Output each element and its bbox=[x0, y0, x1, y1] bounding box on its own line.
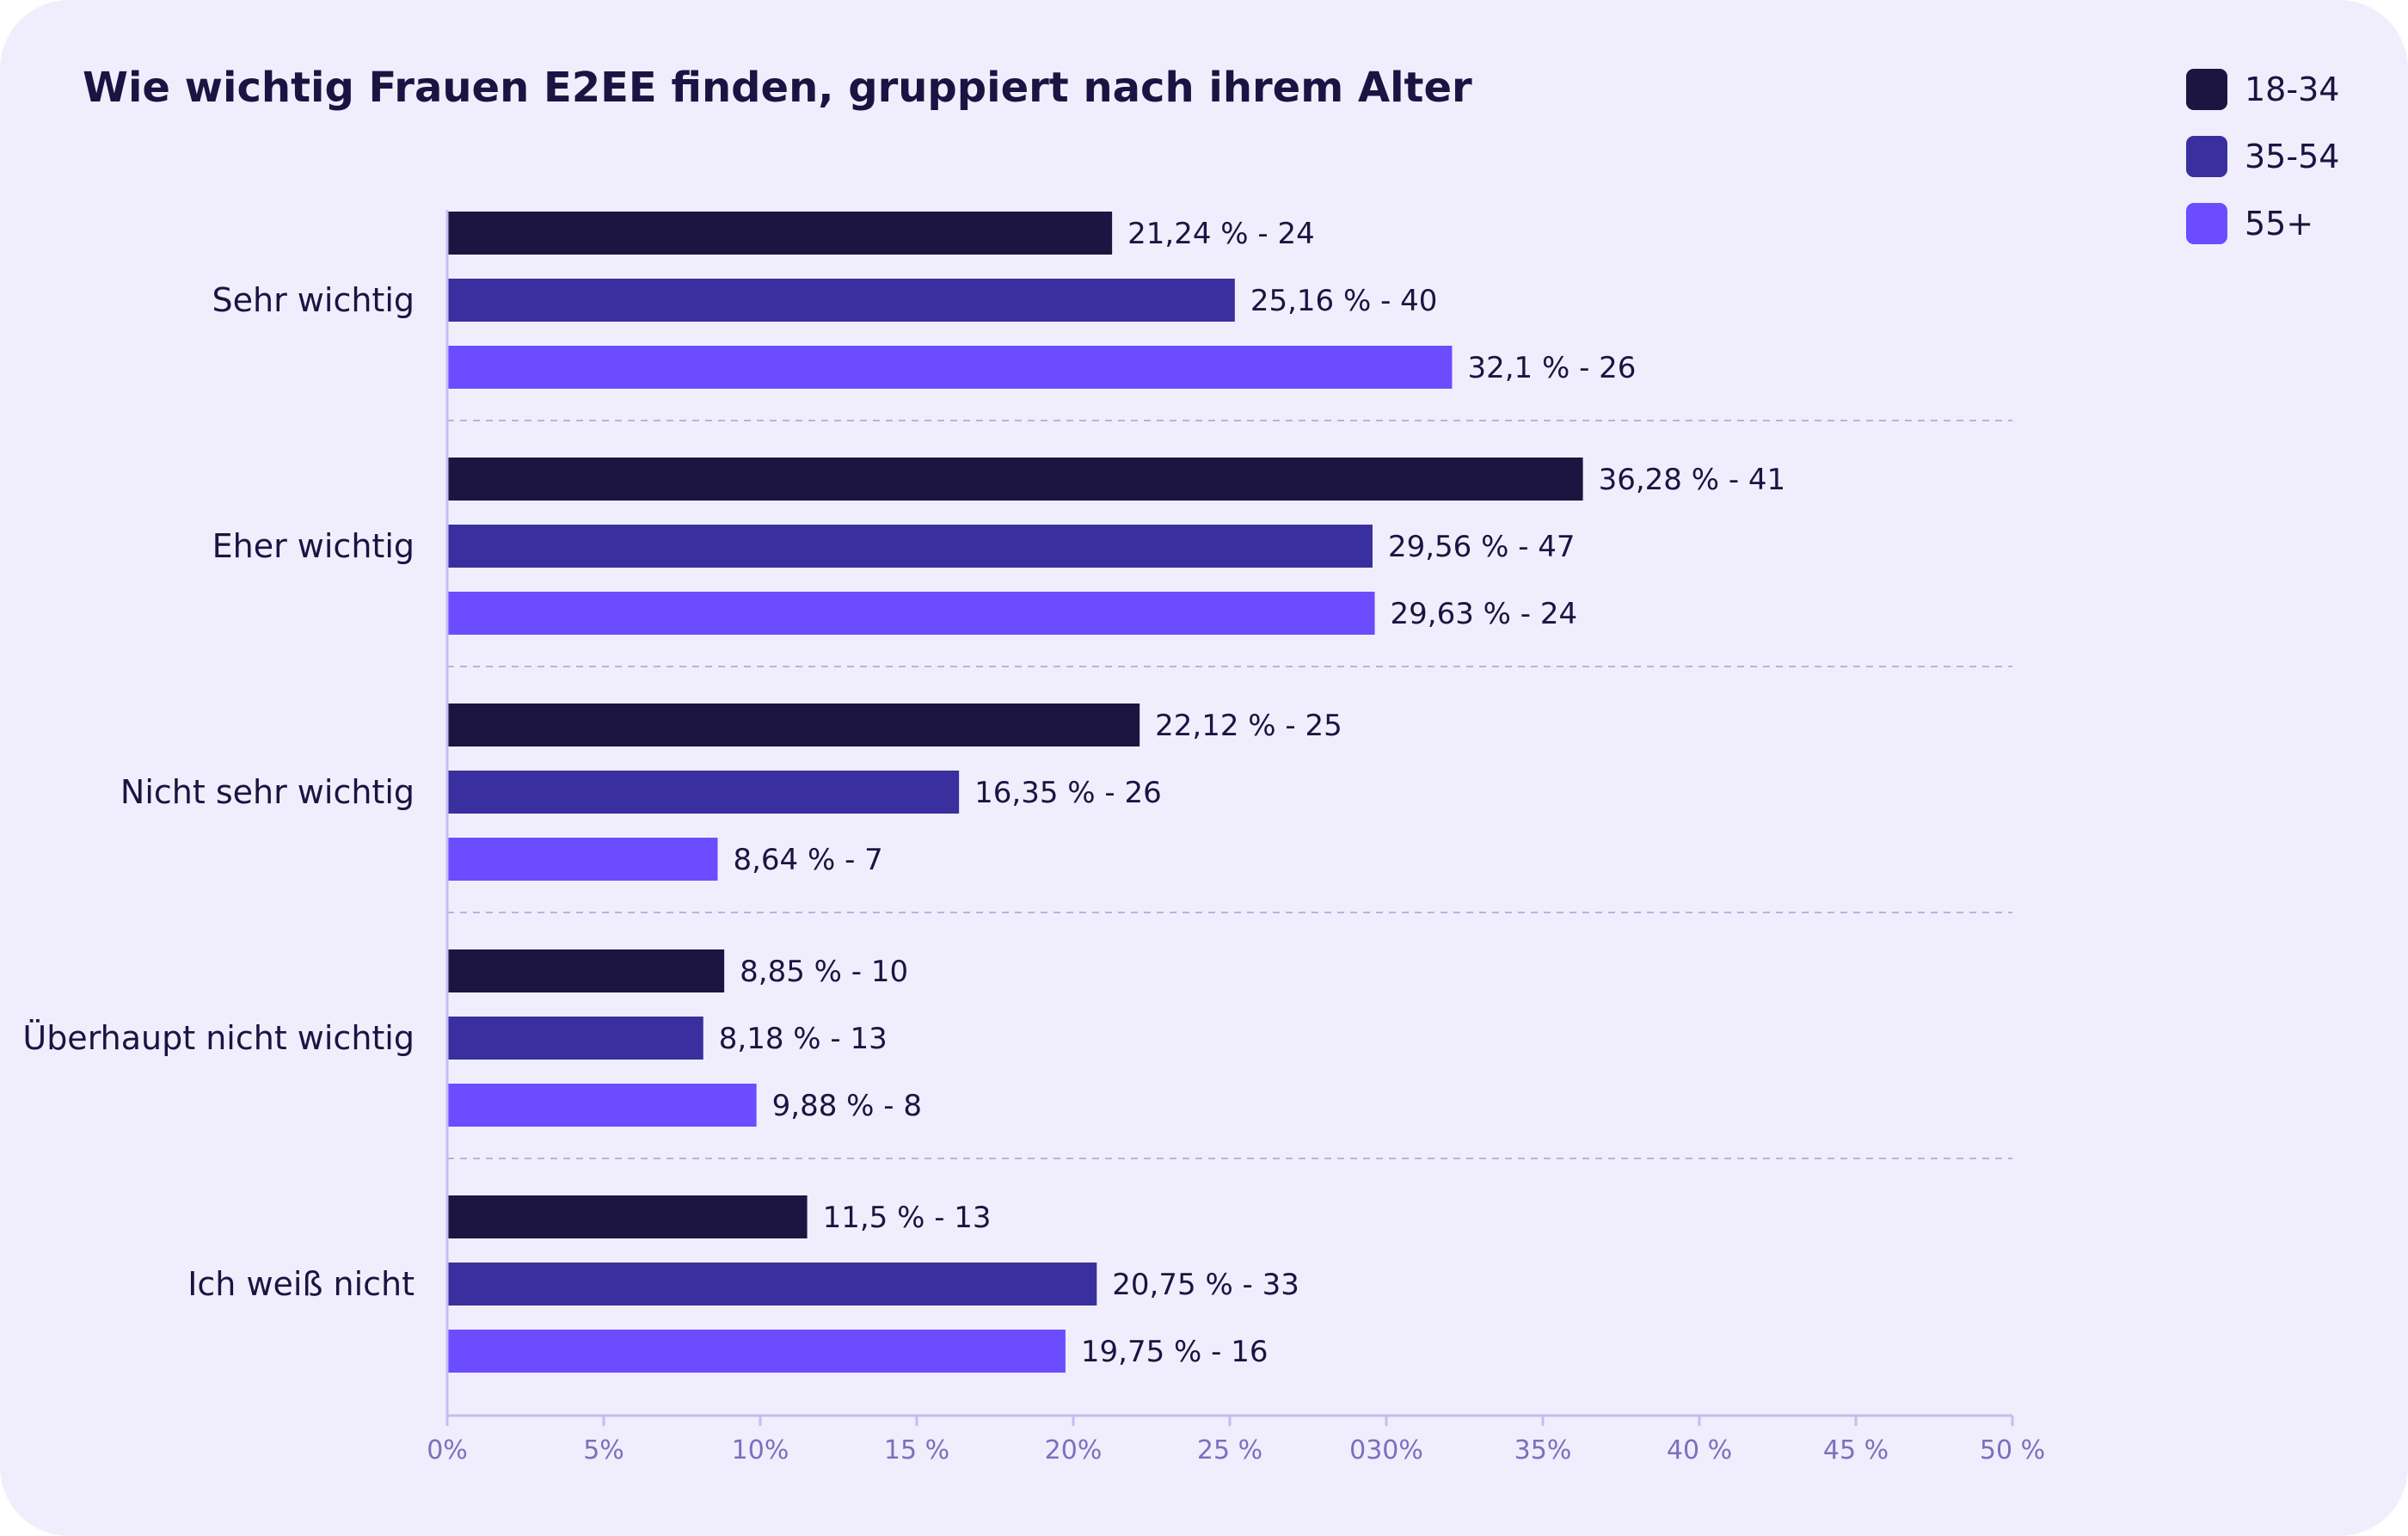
x-tick-label: 35% bbox=[1514, 1435, 1572, 1465]
bar bbox=[447, 279, 1235, 322]
x-tick-label: 5% bbox=[583, 1435, 624, 1465]
x-tick-label: 0% bbox=[427, 1435, 468, 1465]
bar bbox=[447, 949, 725, 992]
bar bbox=[447, 1330, 1066, 1373]
data-label: 8,64 % - 7 bbox=[733, 843, 882, 877]
legend-label: 35-54 bbox=[2245, 138, 2339, 175]
data-label: 25,16 % - 40 bbox=[1250, 284, 1438, 318]
bars bbox=[447, 212, 1583, 1373]
bar bbox=[447, 1263, 1097, 1306]
data-label: 20,75 % - 33 bbox=[1112, 1268, 1299, 1302]
bar bbox=[447, 771, 960, 814]
category-label: Sehr wichtig bbox=[212, 281, 415, 319]
bar bbox=[447, 592, 1375, 635]
legend-swatch bbox=[2186, 136, 2227, 177]
legend: 18-34 35-54 55+ bbox=[2186, 69, 2339, 244]
x-tick-label: 10% bbox=[732, 1435, 789, 1465]
bar bbox=[447, 1195, 808, 1238]
x-tick-label: 45 % bbox=[1823, 1435, 1889, 1465]
x-tick-label: 40 % bbox=[1667, 1435, 1732, 1465]
data-label: 19,75 % - 16 bbox=[1081, 1335, 1268, 1369]
x-tick-label: 50 % bbox=[1980, 1435, 2045, 1465]
bar bbox=[447, 458, 1583, 501]
bar bbox=[447, 703, 1140, 746]
x-tick-label: 030% bbox=[1349, 1435, 1423, 1465]
data-label: 29,56 % - 47 bbox=[1388, 530, 1576, 564]
legend-label: 18-34 bbox=[2245, 71, 2339, 108]
category-label: Ich weiß nicht bbox=[187, 1265, 415, 1303]
bar bbox=[447, 346, 1453, 389]
data-label: 11,5 % - 13 bbox=[823, 1201, 992, 1235]
x-tick-label: 15 % bbox=[884, 1435, 949, 1465]
data-label: 21,24 % - 24 bbox=[1127, 217, 1315, 251]
value-labels: 21,24 % - 24 25,16 % - 40 32,1 % - 26 36,28… bbox=[719, 217, 1785, 1369]
data-label: 8,18 % - 13 bbox=[719, 1022, 888, 1056]
data-label: 32,1 % - 26 bbox=[1467, 351, 1636, 385]
data-label: 9,88 % - 8 bbox=[772, 1089, 922, 1123]
category-label: Nicht sehr wichtig bbox=[120, 773, 415, 811]
legend-label: 55+ bbox=[2245, 205, 2313, 243]
x-tick-label: 20% bbox=[1045, 1435, 1103, 1465]
category-labels: Sehr wichtig Eher wichtig Nicht sehr wicht… bbox=[22, 281, 415, 1303]
bar bbox=[447, 1017, 703, 1060]
data-label: 22,12 % - 25 bbox=[1155, 709, 1342, 743]
legend-swatch bbox=[2186, 203, 2227, 244]
chart-title: Wie wichtig Frauen E2EE finden, gruppier… bbox=[83, 64, 1472, 112]
x-axis-ticks: 0% 5% 10% 15 % 20% 25 % 030% 35% 40 % 45 % 50 % bbox=[427, 1416, 2045, 1465]
bar bbox=[447, 838, 718, 881]
bar bbox=[447, 525, 1373, 568]
bar bbox=[447, 212, 1113, 255]
legend-swatch bbox=[2186, 69, 2227, 110]
bar bbox=[447, 1084, 757, 1127]
data-label: 8,85 % - 10 bbox=[740, 955, 908, 989]
data-label: 29,63 % - 24 bbox=[1391, 597, 1578, 631]
category-label: Eher wichtig bbox=[212, 527, 415, 565]
data-label: 16,35 % - 26 bbox=[974, 776, 1162, 810]
group-separators bbox=[447, 420, 2012, 1159]
x-tick-label: 25 % bbox=[1197, 1435, 1262, 1465]
data-label: 36,28 % - 41 bbox=[1599, 463, 1786, 497]
category-label: Überhaupt nicht wichtig bbox=[22, 1019, 415, 1057]
